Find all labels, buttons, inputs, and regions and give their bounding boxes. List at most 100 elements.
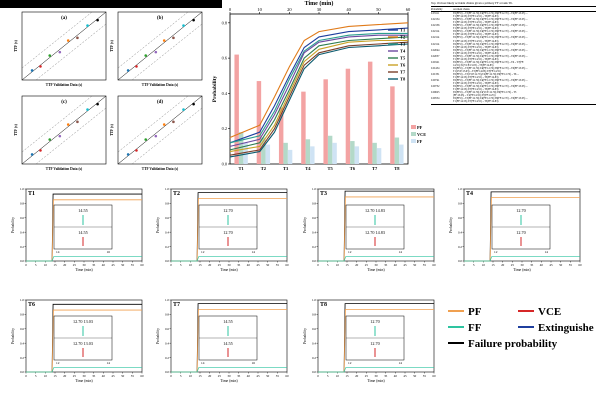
small-y-tick-label: 0.4 — [165, 230, 169, 234]
small-x-tick-label: 0 — [170, 263, 172, 267]
series-line-t7 — [229, 41, 409, 156]
scatter-point — [86, 24, 89, 27]
ff-line — [318, 367, 434, 373]
table-row: 0.00732 T6(FF:0)→T5(FF:12.70),T4(FF:12.70… — [431, 85, 596, 91]
scatter-point — [144, 54, 148, 57]
small-y-tick-label: 0.8 — [312, 313, 316, 317]
small-x-tick-label: 25 — [218, 263, 222, 267]
scatter-point — [66, 39, 70, 42]
small-x-tick-label: 25 — [365, 374, 369, 378]
inset-tick-left: 12 — [201, 250, 205, 254]
table-title: Top 16 most likely accident chains given… — [431, 1, 513, 5]
small-x-tick-label: 50 — [559, 263, 563, 267]
scatter-upper-bound — [117, 95, 189, 153]
small-y-tick-label: 1.0 — [458, 187, 462, 191]
small-x-tick-label: 25 — [73, 263, 77, 267]
scatter-panel-label: (b) — [157, 16, 163, 21]
inset-tick-left: 12 — [494, 250, 498, 254]
small-x-tick-label: 20 — [355, 374, 359, 378]
row-probability: 0.02044 — [431, 48, 440, 52]
ff-line — [171, 256, 287, 262]
main-y-label: Probability — [212, 76, 218, 103]
small-x-tick-label: 5 — [35, 374, 37, 378]
small-x-tick-label: 10 — [189, 374, 193, 378]
bar-ff — [243, 142, 248, 164]
small-panel-title: T8 — [320, 302, 327, 308]
small-x-tick-label: 5 — [327, 263, 329, 267]
row-probability: 0.00625 — [431, 91, 440, 95]
main-time-tick-label: 20 — [287, 7, 292, 12]
small-x-tick-label: 0 — [317, 374, 319, 378]
inset-tick-right: 16 — [107, 250, 111, 254]
small-x-tick-label: 50 — [121, 374, 125, 378]
small-x-tick-label: 50 — [266, 374, 270, 378]
row-chain: T6(FF:0)→T5(FF:12.70),T4(FF:12.70),T8(FF… — [453, 97, 528, 104]
bar-pf — [323, 79, 328, 164]
row-chain: T6(FF:0)→T5(FF:12.70),T4(FF:12.70),T8(FF… — [453, 24, 528, 31]
scatter-point — [162, 39, 166, 42]
bar-pf — [256, 81, 262, 164]
row-probability: 0.02154 — [431, 18, 440, 22]
scatter-ylabel: TTF (s) — [110, 39, 114, 51]
scatter-point — [135, 65, 138, 68]
table-row: 0.00554 T6(FF:0)→T5(FF:12.70),T4(FF:12.70… — [431, 97, 596, 103]
bar-vce — [261, 137, 266, 164]
scatter-point — [39, 149, 42, 152]
small-y-tick-label: 0.2 — [165, 356, 169, 360]
small-y-tick-label: 0.4 — [165, 341, 169, 345]
small-y-tick-label: 0.0 — [312, 259, 316, 263]
small-y-tick-label: 0.6 — [20, 216, 24, 220]
bar-category-label: T5 — [327, 166, 333, 171]
scatter-point — [66, 123, 70, 126]
small-y-tick-label: 0.6 — [165, 327, 169, 331]
small-x-tick-label: 25 — [511, 263, 515, 267]
scatter-panel: (d) TTF Validation Data (s) TTF (s) — [110, 95, 203, 171]
bar-legend-label: PF — [417, 125, 423, 130]
small-y-label: Probability — [303, 217, 307, 233]
scatter-xlabel: TTF Validation Data (s) — [142, 83, 179, 87]
small-x-tick-label: 60 — [285, 263, 289, 267]
small-x-tick-label: 35 — [384, 374, 388, 378]
small-x-tick-label: 15 — [345, 263, 349, 267]
scatter-point — [154, 50, 158, 54]
table-row: 0.02114 T6(FF:0)→T5(FF:12.70),T4(FF:12.70… — [431, 43, 596, 49]
row-probability: 0.01921 — [431, 60, 440, 64]
small-x-tick-label: 50 — [413, 374, 417, 378]
table-row: 0.02154 T6(FF:0)→T5(FF:12.70),T4(FF:12.70… — [431, 18, 596, 24]
small-y-tick-label: 0.4 — [20, 230, 24, 234]
small-x-tick-label: 20 — [208, 374, 212, 378]
main-time-tick-label: 0 — [229, 7, 232, 12]
small-x-tick-label: 55 — [423, 374, 427, 378]
legend-label: FF — [468, 322, 482, 334]
small-x-tick-label: 0 — [25, 374, 27, 378]
scatter-point — [96, 102, 99, 106]
small-x-tick-label: 50 — [266, 263, 270, 267]
table-row: 0.01331 T6(FF:0)→T5(VCE:12.70),T4(FF:12.7… — [431, 73, 596, 79]
small-y-tick-label: 0.0 — [312, 370, 316, 374]
scatter-lower-bound — [35, 23, 107, 81]
row-probability: 0.02114 — [431, 42, 440, 46]
small-x-tick-label: 5 — [35, 263, 37, 267]
inset-tick-left: 14 — [56, 250, 60, 254]
small-panel-title: T1 — [28, 191, 35, 197]
small-panel-t3: T3 0.0 0.2 0.4 0.6 0.8 1.0 Probability 0 5 10 15 20 2… — [303, 187, 436, 272]
small-panel-t7: T7 0.0 0.2 0.4 0.6 0.8 1.0 Probability 0 5 10 15 20 2… — [156, 298, 289, 383]
legend-label: Failure probability — [468, 338, 558, 350]
small-x-tick-label: 30 — [374, 263, 378, 267]
small-x-tick-label: 35 — [530, 263, 534, 267]
small-x-tick-label: 20 — [208, 263, 212, 267]
ff-line — [318, 256, 434, 262]
small-y-tick-label: 0.6 — [458, 216, 462, 220]
small-y-tick-label: 0.2 — [20, 245, 24, 249]
small-y-tick-label: 0.4 — [20, 341, 24, 345]
scatter-point — [182, 24, 185, 27]
scatter-point — [39, 65, 42, 68]
scatter-point — [48, 54, 52, 57]
bar-pf — [301, 91, 306, 164]
table-row: 0.00625 T6(FF:0)→T5(FF:12.70),T4(VCE:12.7… — [431, 91, 596, 97]
row-probability: 0.02037 — [431, 54, 440, 58]
line-legend-label: T7 — [400, 70, 406, 75]
scatter-point — [126, 153, 130, 156]
bar-vce — [305, 139, 311, 164]
bar-pf — [367, 61, 373, 164]
